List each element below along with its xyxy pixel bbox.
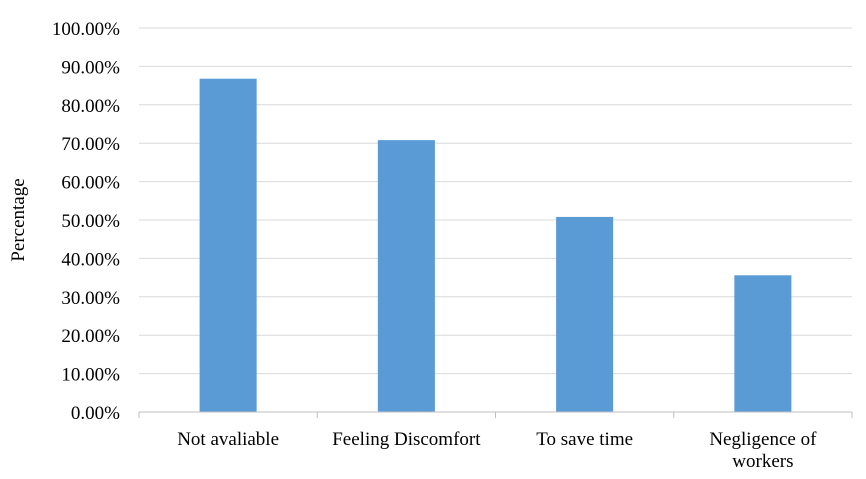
x-category-label: Negligence of workers [709,429,817,472]
y-tick-label: 90.00% [61,57,120,78]
y-tick-labels: 0.00% 10.00% 20.00% 30.00% 40.00% 50.00% 60.00… [52,19,120,424]
y-tick-label: 10.00% [61,365,120,386]
x-category-label: To save time [536,429,633,450]
bar [556,216,614,412]
y-tick-label: 0.00% [71,403,120,424]
y-tick-label: 70.00% [61,134,120,155]
bar [199,78,257,413]
y-tick-label: 50.00% [61,211,120,232]
axes [138,411,853,418]
x-category-label: Not avaliable [177,429,279,450]
y-tick-label: 20.00% [61,326,120,347]
x-category-labels: Not avaliable Feeling Discomfort To save t… [177,429,817,472]
bar [377,140,435,413]
bar [734,275,792,412]
y-tick-label: 80.00% [61,96,120,117]
y-tick-label: 30.00% [61,288,120,309]
y-tick-label: 60.00% [61,173,120,194]
gridlines [139,27,852,375]
bars [199,78,792,413]
y-axis-title: Percentage [8,178,29,261]
x-category-label: Feeling Discomfort [332,429,481,450]
y-tick-label: 100.00% [52,19,120,40]
y-tick-label: 40.00% [61,249,120,270]
